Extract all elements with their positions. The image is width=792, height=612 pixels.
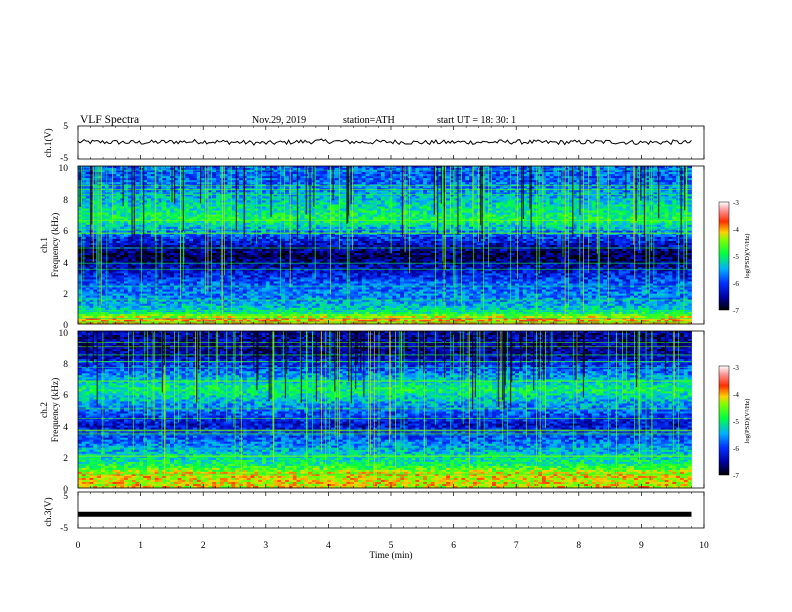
header-date: Nov.29, 2019	[252, 115, 306, 126]
header-start-time: start UT = 18: 30: 1	[437, 115, 516, 126]
ch1-waveform-panel: 5 -5 ch.1(V)	[43, 122, 704, 164]
ch1-ytick-bottom: -5	[60, 154, 68, 164]
ch1-ylabel: ch.1(V)	[43, 128, 54, 157]
ch1-spectrogram-image	[78, 166, 692, 324]
header-station: station=ATH	[343, 115, 395, 126]
ch1-ytick-top: 5	[63, 122, 68, 132]
ch1-waveform-line	[78, 139, 692, 145]
figure-title: VLF Spectra	[80, 114, 139, 126]
ch1-spectrogram-panel: 10 8 6 4 2 0 ch.1 Frequency (kHz) -3 -4 …	[40, 164, 751, 331]
